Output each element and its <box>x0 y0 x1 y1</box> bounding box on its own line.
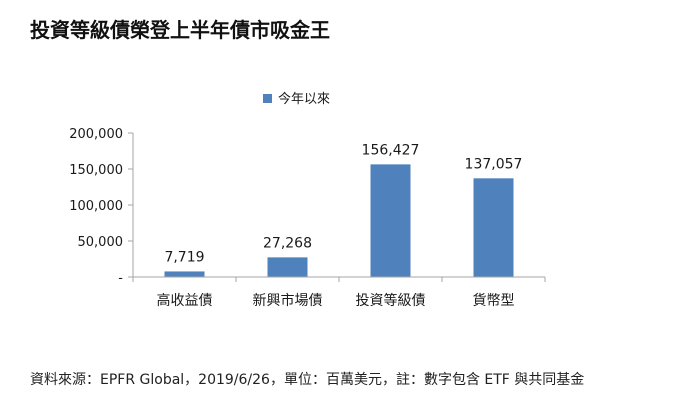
x-axis: 高收益債 新興市場債 投資等級債 貨幣型 <box>132 276 546 309</box>
y-tick-label: - <box>118 271 123 286</box>
bar <box>473 178 514 277</box>
y-tick-label: 100,000 <box>69 199 123 214</box>
legend: 今年以來 <box>263 91 330 107</box>
bar <box>164 271 205 277</box>
y-axis: - 50,000 100,000 150,000 200,000 <box>69 127 134 286</box>
data-label: 27,268 <box>263 235 312 251</box>
x-tick-label: 投資等級債 <box>356 292 426 309</box>
legend-label: 今年以來 <box>278 91 330 107</box>
x-tick-label: 高收益債 <box>157 292 213 309</box>
legend-swatch <box>263 94 272 103</box>
bars: 7,719 27,268 156,427 137,057 <box>164 142 522 277</box>
x-tick-label: 新興市場債 <box>253 292 323 309</box>
bar <box>370 164 411 277</box>
bar <box>267 257 308 277</box>
source-note: 資料來源：EPFR Global，2019/6/26，單位：百萬美元，註：數字包… <box>30 372 585 388</box>
y-tick-label: 150,000 <box>69 163 123 178</box>
y-tick-label: 50,000 <box>78 235 124 250</box>
page-title: 投資等級債榮登上半年債市吸金王 <box>30 18 330 42</box>
data-label: 137,057 <box>465 156 523 172</box>
data-label: 156,427 <box>362 142 420 158</box>
data-label: 7,719 <box>164 249 204 265</box>
x-tick-label: 貨幣型 <box>473 292 515 309</box>
y-tick-label: 200,000 <box>69 127 123 142</box>
